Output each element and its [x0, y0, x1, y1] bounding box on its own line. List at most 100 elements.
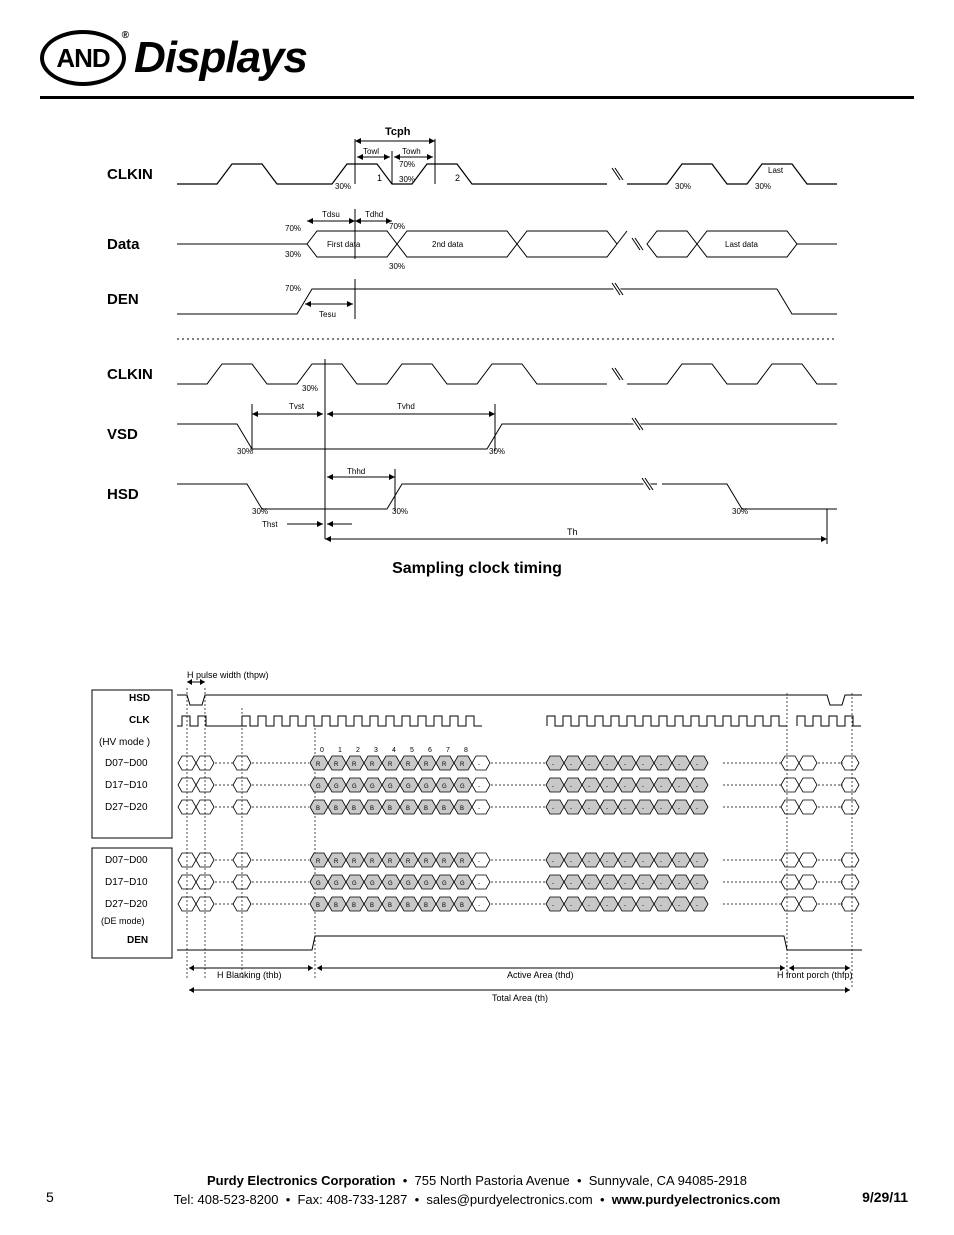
d17-de-row-label: D17~D10	[105, 877, 148, 888]
sampling-diagram: CLKIN Tcph Towl Towh 70% 30% 30% 30% 30%…	[107, 119, 847, 578]
svg-text:B: B	[370, 806, 374, 812]
svg-text:G: G	[370, 881, 375, 887]
svg-text:B: B	[388, 903, 392, 909]
svg-text:1: 1	[338, 747, 342, 754]
svg-text:30%: 30%	[252, 507, 268, 516]
svg-text:30%: 30%	[302, 384, 318, 393]
svg-text:-: -	[678, 762, 680, 768]
svg-text:-: -	[552, 859, 554, 865]
svg-text:-: -	[478, 806, 480, 812]
svg-text:G: G	[334, 784, 339, 790]
svg-text:G: G	[406, 881, 411, 887]
svg-text:-: -	[570, 784, 572, 790]
svg-text:30%: 30%	[755, 182, 771, 191]
svg-text:30%: 30%	[675, 182, 691, 191]
svg-text:B: B	[370, 903, 374, 909]
svg-text:-: -	[478, 762, 480, 768]
svg-text:G: G	[316, 881, 321, 887]
svg-text:R: R	[316, 762, 321, 768]
svg-text:-: -	[588, 762, 590, 768]
tdhd-label: Tdhd	[365, 210, 383, 219]
svg-text:B: B	[316, 903, 320, 909]
svg-text:R: R	[352, 859, 357, 865]
svg-text:B: B	[442, 806, 446, 812]
de-mode-label: (DE mode)	[101, 916, 145, 926]
svg-text:-: -	[678, 859, 680, 865]
svg-text:G: G	[388, 881, 393, 887]
svg-text:-: -	[624, 784, 626, 790]
svg-text:R: R	[406, 762, 411, 768]
svg-text:30%: 30%	[335, 182, 351, 191]
hsd-label-1: HSD	[107, 486, 139, 503]
svg-text:R: R	[316, 859, 321, 865]
svg-text:-: -	[588, 784, 590, 790]
svg-text:B: B	[442, 903, 446, 909]
svg-text:-: -	[606, 859, 608, 865]
svg-text:G: G	[442, 881, 447, 887]
logo-text: AND	[56, 43, 109, 74]
svg-text:R: R	[460, 762, 465, 768]
brand-name: Displays	[134, 33, 307, 83]
clkin-label-1: CLKIN	[107, 166, 153, 183]
svg-text:-: -	[642, 881, 644, 887]
footer-tel: Tel: 408-523-8200	[174, 1192, 279, 1207]
svg-text:-: -	[696, 784, 698, 790]
towl-label: Towl	[363, 147, 379, 156]
svg-text:-: -	[624, 762, 626, 768]
svg-text:-: -	[552, 881, 554, 887]
svg-text:G: G	[424, 784, 429, 790]
svg-text:B: B	[352, 806, 356, 812]
d07-de-row-label: D07~D00	[105, 855, 148, 866]
th-label: Th	[567, 527, 578, 537]
svg-text:-: -	[678, 806, 680, 812]
svg-text:R: R	[370, 859, 375, 865]
first-data: First data	[327, 240, 361, 249]
svg-text:-: -	[606, 784, 608, 790]
svg-text:B: B	[352, 903, 356, 909]
active-area-label: Active Area (thd)	[507, 970, 574, 980]
footer-email: sales@purdyelectronics.com	[426, 1192, 592, 1207]
svg-text:-: -	[552, 762, 554, 768]
svg-text:G: G	[442, 784, 447, 790]
footer-address: 755 North Pastoria Avenue	[415, 1173, 570, 1188]
svg-text:-: -	[642, 806, 644, 812]
svg-text:-: -	[696, 762, 698, 768]
svg-text:-: -	[588, 881, 590, 887]
svg-text:R: R	[352, 762, 357, 768]
svg-text:-: -	[606, 806, 608, 812]
svg-text:8: 8	[464, 747, 468, 754]
svg-text:-: -	[624, 859, 626, 865]
svg-text:R: R	[442, 859, 447, 865]
svg-text:-: -	[606, 881, 608, 887]
svg-text:-: -	[660, 903, 662, 909]
svg-text:-: -	[552, 784, 554, 790]
d07-row-label: D07~D00	[105, 758, 148, 769]
d27-row-label: D27~D20	[105, 802, 148, 813]
svg-text:-: -	[642, 903, 644, 909]
thst-label: Thst	[262, 520, 278, 529]
svg-text:G: G	[388, 784, 393, 790]
svg-text:-: -	[570, 762, 572, 768]
page-footer: Purdy Electronics Corporation • 755 Nort…	[0, 1173, 954, 1207]
svg-text:-: -	[696, 806, 698, 812]
page-number: 5	[46, 1189, 54, 1205]
svg-text:R: R	[424, 762, 429, 768]
svg-text:-: -	[588, 806, 590, 812]
svg-text:B: B	[424, 806, 428, 812]
svg-text:G: G	[406, 784, 411, 790]
svg-text:30%: 30%	[285, 250, 301, 259]
svg-text:-: -	[678, 903, 680, 909]
svg-text:-: -	[588, 903, 590, 909]
svg-text:1: 1	[377, 173, 382, 183]
d27-de-row-label: D27~D20	[105, 899, 148, 910]
svg-text:B: B	[334, 806, 338, 812]
svg-text:R: R	[460, 859, 465, 865]
svg-text:-: -	[624, 881, 626, 887]
svg-text:-: -	[660, 881, 662, 887]
svg-text:-: -	[624, 806, 626, 812]
h-blanking-label: H Blanking (thb)	[217, 970, 282, 980]
svg-text:-: -	[606, 903, 608, 909]
svg-text:-: -	[570, 903, 572, 909]
tdsu-label: Tdsu	[322, 210, 340, 219]
page-date: 9/29/11	[862, 1189, 908, 1205]
